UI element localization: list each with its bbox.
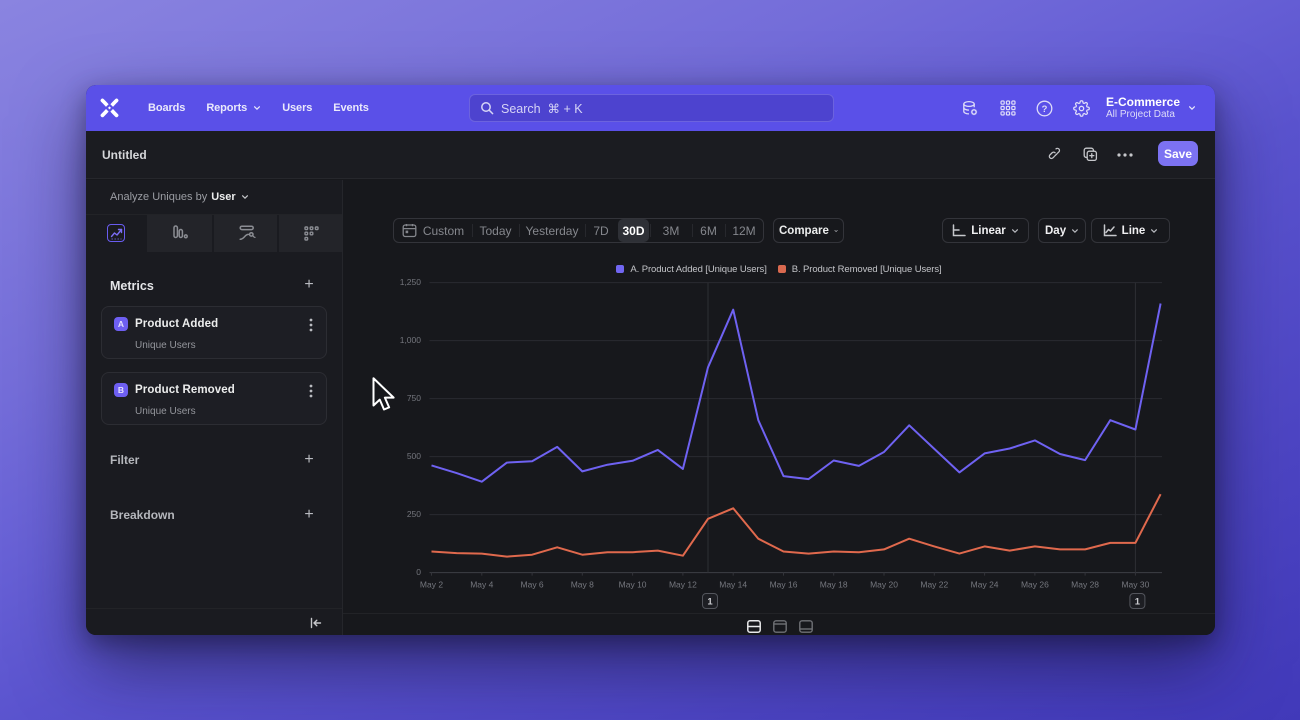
svg-text:0: 0 xyxy=(416,567,421,577)
svg-text:May 26: May 26 xyxy=(1021,580,1049,590)
svg-text:May 22: May 22 xyxy=(920,580,948,590)
svg-text:1: 1 xyxy=(1135,597,1141,608)
svg-text:May 4: May 4 xyxy=(470,580,493,590)
svg-text:May 18: May 18 xyxy=(820,580,848,590)
svg-text:1,250: 1,250 xyxy=(400,277,422,287)
svg-text:1,000: 1,000 xyxy=(400,335,422,345)
svg-text:May 8: May 8 xyxy=(571,580,594,590)
svg-text:May 16: May 16 xyxy=(770,580,798,590)
svg-text:750: 750 xyxy=(407,393,421,403)
svg-text:?: ? xyxy=(1042,104,1048,115)
svg-text:May 28: May 28 xyxy=(1071,580,1099,590)
svg-text:250: 250 xyxy=(407,509,421,519)
svg-text:1: 1 xyxy=(707,597,713,608)
svg-text:500: 500 xyxy=(407,451,421,461)
svg-text:May 6: May 6 xyxy=(521,580,544,590)
svg-text:May 30: May 30 xyxy=(1121,580,1149,590)
svg-text:May 2: May 2 xyxy=(420,580,443,590)
svg-text:May 10: May 10 xyxy=(619,580,647,590)
svg-text:May 12: May 12 xyxy=(669,580,697,590)
svg-text:May 20: May 20 xyxy=(870,580,898,590)
svg-text:May 24: May 24 xyxy=(971,580,999,590)
svg-text:May 14: May 14 xyxy=(719,580,747,590)
